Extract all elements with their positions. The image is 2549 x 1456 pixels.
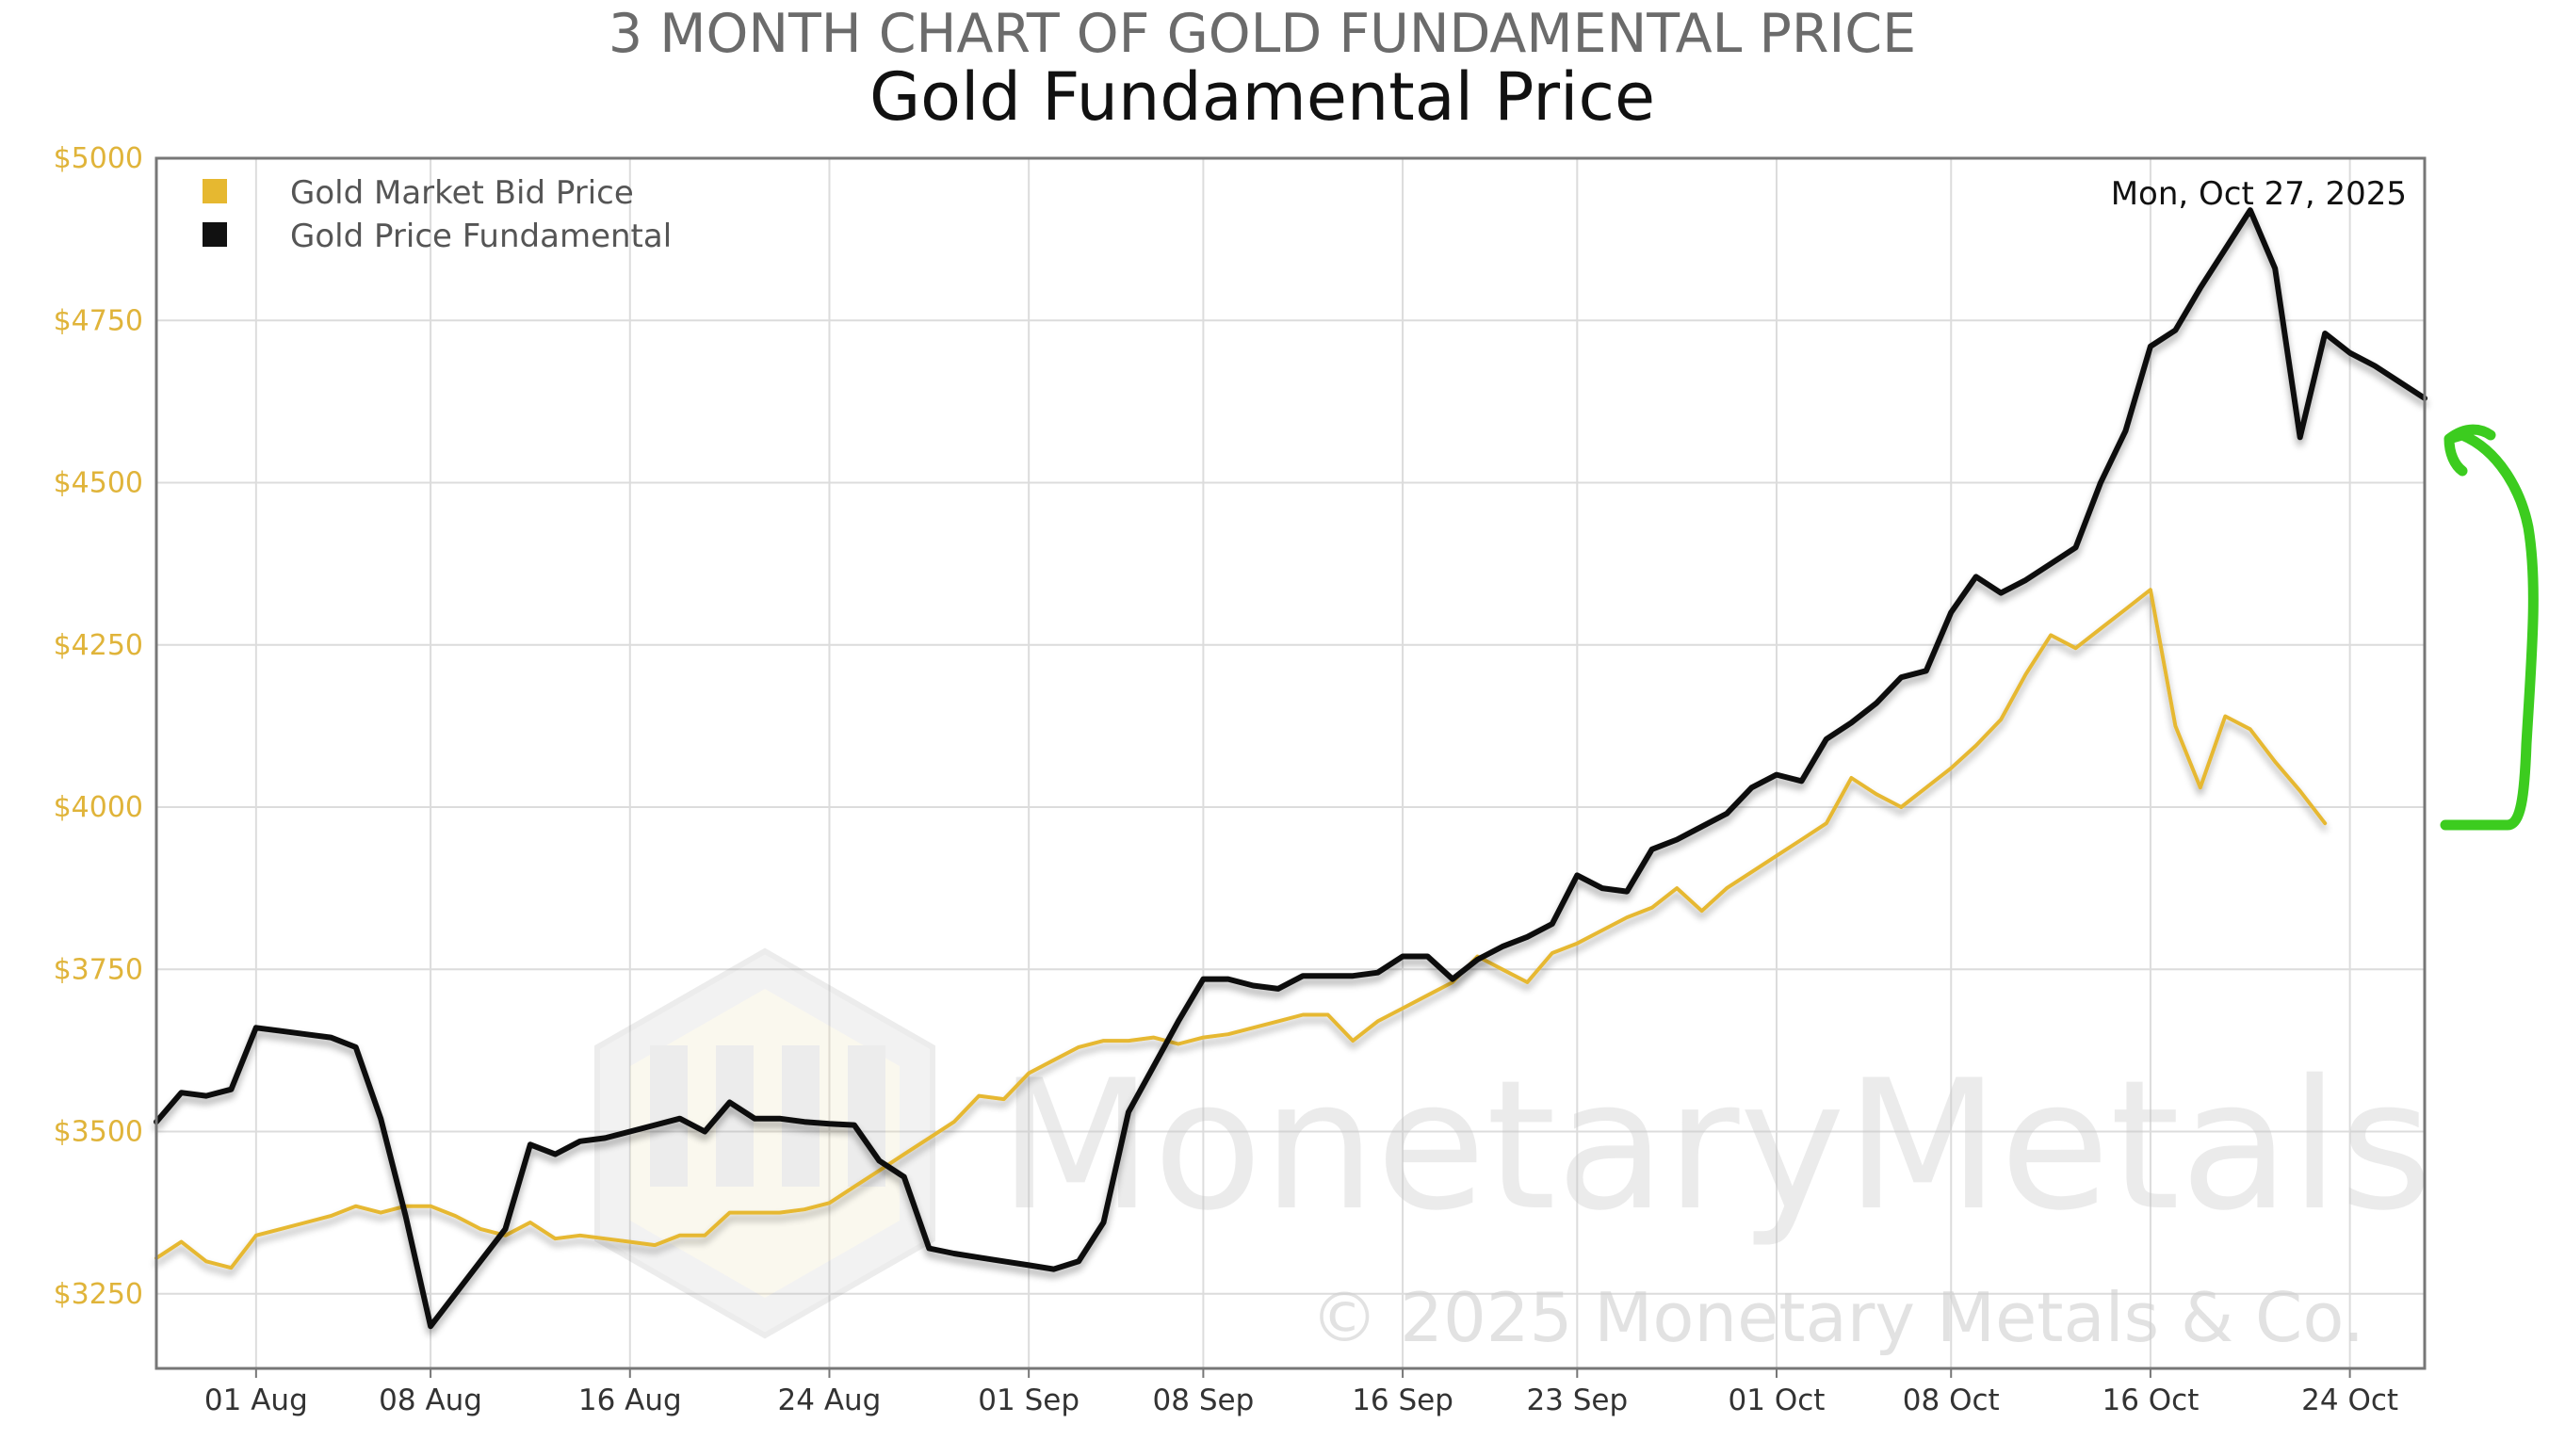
date-stamp: Mon, Oct 27, 2025	[2111, 175, 2407, 213]
legend-swatch-fundamental	[203, 222, 227, 247]
plot-frame	[154, 156, 2427, 1370]
legend-label-market-bid: Gold Market Bid Price	[290, 174, 634, 212]
y-tick-label: $3250	[54, 1278, 143, 1311]
axis-ticks: $5000 $4750 $4500 $4250 $4000 $3750 $3500 $3250…	[54, 142, 2399, 1417]
annotation-arrow	[2440, 424, 2539, 831]
chart-title: Gold Fundamental Price	[869, 58, 1655, 136]
x-tick-label: 16 Oct	[2102, 1383, 2199, 1417]
copyright-text: © 2025 Monetary Metals & Co.	[1310, 1278, 2364, 1357]
x-tick-label: 16 Aug	[578, 1383, 682, 1417]
y-tick-label: $4750	[54, 304, 143, 337]
x-tick-label: 24 Aug	[778, 1383, 882, 1417]
x-tick-label: 01 Oct	[1729, 1383, 1826, 1417]
x-tick-label: 08 Sep	[1153, 1383, 1255, 1417]
x-tick-label: 16 Sep	[1352, 1383, 1453, 1417]
y-tick-label: $4250	[54, 629, 143, 662]
y-tick-label: $4000	[54, 791, 143, 824]
series-layer	[154, 207, 2427, 1330]
x-tick-label: 01 Sep	[978, 1383, 1080, 1417]
series-line-fundamental	[154, 207, 2427, 1330]
watermark-text: MonetaryMetals	[998, 1042, 2433, 1250]
plot-area	[156, 158, 2425, 1368]
x-tick-label: 23 Sep	[1526, 1383, 1628, 1417]
y-tick-label: $5000	[54, 142, 143, 175]
watermark-logo	[594, 947, 935, 1339]
series-line-market-bid	[154, 588, 2328, 1270]
legend-swatch-market-bid	[203, 179, 227, 203]
chart-supertitle: 3 MONTH CHART OF GOLD FUNDAMENTAL PRICE	[609, 3, 1916, 65]
x-tick-label: 08 Aug	[379, 1383, 482, 1417]
y-tick-label: $3500	[54, 1116, 143, 1149]
y-tick-label: $3750	[54, 953, 143, 986]
legend: Gold Market Bid Price Gold Price Fundame…	[203, 174, 672, 255]
x-tick-label: 08 Oct	[1903, 1383, 2000, 1417]
x-tick-label: 24 Oct	[2301, 1383, 2398, 1417]
x-tick-label: 01 Aug	[204, 1383, 308, 1417]
legend-label-fundamental: Gold Price Fundamental	[290, 218, 672, 255]
grid	[156, 157, 2425, 1368]
y-tick-label: $4500	[54, 467, 143, 500]
